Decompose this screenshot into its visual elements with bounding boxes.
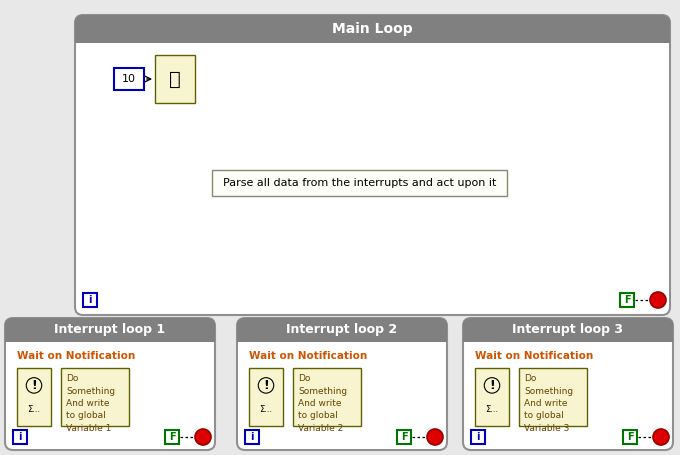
Bar (519, 368, 587, 426)
FancyBboxPatch shape (5, 318, 215, 342)
Text: Do
Something
And write
to global
Variable 2: Do Something And write to global Variabl… (298, 374, 347, 433)
FancyBboxPatch shape (5, 318, 215, 450)
Bar (155, 55, 195, 103)
Bar (397, 430, 411, 444)
Text: Parse all data from the interrupts and act upon it: Parse all data from the interrupts and a… (223, 178, 496, 188)
Bar (293, 368, 361, 426)
FancyBboxPatch shape (237, 318, 447, 450)
Text: Interrupt loop 2: Interrupt loop 2 (286, 324, 398, 337)
Bar (13, 430, 27, 444)
Text: 10: 10 (122, 74, 136, 84)
Bar (463, 322, 673, 342)
Bar (61, 368, 129, 426)
Text: i: i (18, 432, 22, 442)
Bar (5, 322, 215, 342)
Text: i: i (250, 432, 254, 442)
Text: Wait on Notification: Wait on Notification (475, 351, 593, 361)
FancyBboxPatch shape (75, 15, 670, 43)
Text: !: ! (489, 379, 495, 392)
Bar (623, 430, 637, 444)
Bar (17, 368, 51, 426)
Bar (620, 293, 634, 307)
Bar (83, 293, 97, 307)
FancyBboxPatch shape (463, 318, 673, 342)
Text: F: F (169, 432, 175, 442)
Bar (114, 68, 144, 90)
Text: Σ...: Σ... (27, 405, 41, 414)
Text: F: F (624, 295, 630, 305)
Circle shape (650, 292, 666, 308)
Text: i: i (88, 295, 92, 305)
Text: Main Loop: Main Loop (333, 22, 413, 36)
FancyBboxPatch shape (75, 15, 670, 315)
FancyBboxPatch shape (463, 318, 673, 450)
Bar (237, 322, 447, 342)
Text: Do
Something
And write
to global
Variable 1: Do Something And write to global Variabl… (66, 374, 115, 433)
Text: !: ! (263, 379, 269, 392)
Bar (245, 430, 259, 444)
Text: i: i (476, 432, 480, 442)
Text: Do
Something
And write
to global
Variable 3: Do Something And write to global Variabl… (524, 374, 573, 433)
Text: !: ! (31, 379, 37, 392)
Text: Interrupt loop 1: Interrupt loop 1 (54, 324, 165, 337)
Text: Σ...: Σ... (260, 405, 273, 414)
Text: Interrupt loop 3: Interrupt loop 3 (513, 324, 624, 337)
Text: Σ...: Σ... (486, 405, 498, 414)
Circle shape (195, 429, 211, 445)
Bar (471, 430, 485, 444)
Text: ⌚: ⌚ (169, 70, 181, 89)
Text: Wait on Notification: Wait on Notification (17, 351, 135, 361)
Text: F: F (627, 432, 633, 442)
Bar (249, 368, 283, 426)
Bar (212, 170, 507, 196)
Bar (165, 430, 179, 444)
Text: F: F (401, 432, 407, 442)
Bar (75, 19, 670, 43)
Circle shape (427, 429, 443, 445)
Circle shape (653, 429, 669, 445)
Bar (475, 368, 509, 426)
Text: Wait on Notification: Wait on Notification (249, 351, 367, 361)
FancyBboxPatch shape (237, 318, 447, 342)
